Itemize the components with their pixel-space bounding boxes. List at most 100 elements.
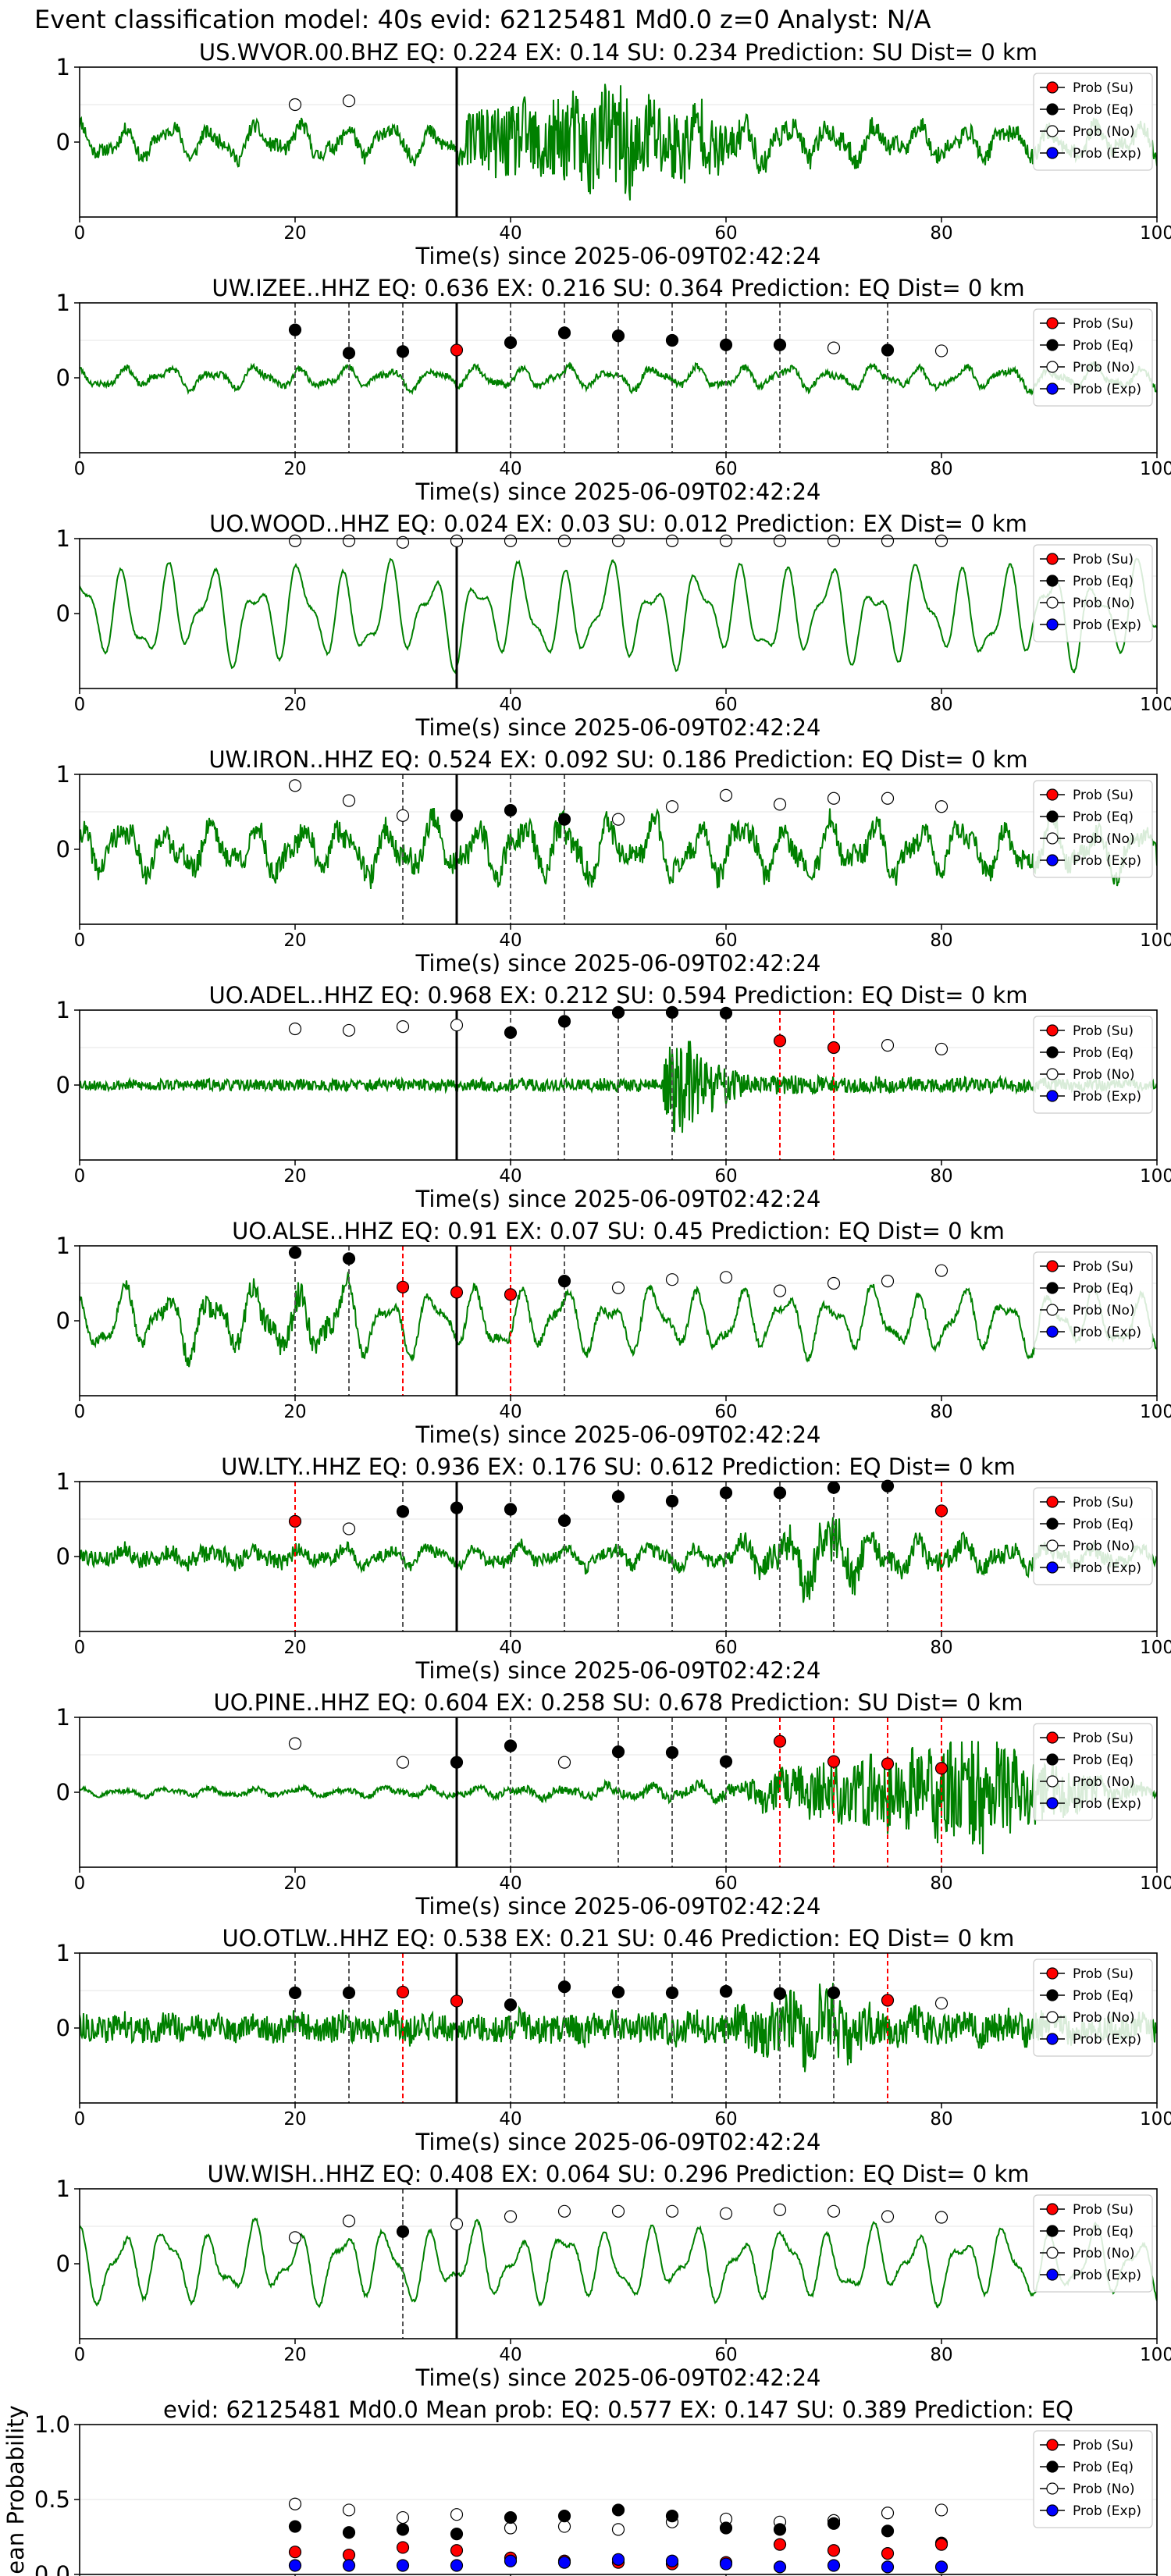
legend: Prob (Su) Prob (Eq) Prob (No) Prob (Exp) — [1033, 2430, 1153, 2528]
legend-marker-eq — [1046, 1517, 1059, 1530]
legend-label: Prob (No) — [1073, 1067, 1135, 1083]
plot-area — [80, 1953, 1157, 2103]
legend-label: Prob (Eq) — [1073, 2460, 1134, 2475]
data-point-exp — [665, 2554, 679, 2567]
legend-label: Prob (Su) — [1073, 1731, 1134, 1746]
axes-frame — [79, 66, 1158, 218]
legend-label: Prob (No) — [1073, 360, 1135, 375]
data-point-eq — [557, 326, 571, 340]
data-point-su — [504, 1288, 518, 1301]
data-point-eq — [557, 1514, 571, 1528]
data-point-eq — [557, 1015, 571, 1028]
x-axis-label: Time(s) since 2025-06-09T02:42:24 — [415, 479, 821, 505]
data-point-eq — [611, 1985, 625, 1999]
data-point-eq — [504, 803, 518, 817]
data-point-no — [719, 534, 733, 547]
legend-marker-exp — [1046, 618, 1059, 631]
legend-label: Prob (No) — [1073, 124, 1135, 140]
chart-panel: UW.WISH..HHZ EQ: 0.408 EX: 0.064 SU: 0.2… — [56, 2161, 1171, 2391]
x-tick-label: 60 — [714, 459, 737, 479]
legend-label: Prob (Exp) — [1073, 2268, 1141, 2283]
legend-marker-exp — [1046, 147, 1059, 159]
legend-label: Prob (No) — [1073, 1774, 1135, 1790]
data-point-no — [557, 2204, 571, 2218]
legend-label: Prob (Eq) — [1073, 2224, 1134, 2240]
data-point-eq — [719, 338, 733, 351]
x-tick-label: 0 — [74, 223, 86, 244]
waveform-trace — [80, 84, 1157, 201]
data-point-eq — [611, 1745, 625, 1759]
data-point-no — [881, 2210, 895, 2223]
data-point-su — [450, 2544, 464, 2557]
legend-label: Prob (Eq) — [1073, 1517, 1134, 1532]
data-point-no — [827, 2204, 841, 2218]
legend-box — [1033, 1959, 1153, 2057]
x-tick-label: 40 — [499, 930, 521, 951]
plot-area — [80, 303, 1157, 453]
data-point-no — [342, 794, 356, 807]
data-point-no — [504, 534, 518, 547]
data-point-eq — [288, 2520, 302, 2533]
y-axis-label: Mean Probability — [2, 2405, 29, 2576]
y-tick-label: 0 — [56, 1308, 70, 1334]
legend-label: Prob (Exp) — [1073, 2503, 1141, 2519]
legend-label: Prob (Su) — [1073, 1023, 1134, 1039]
data-point-exp — [450, 2559, 464, 2572]
y-tick-label: 1 — [56, 2176, 70, 2202]
panel-title: UW.LTY..HHZ EQ: 0.936 EX: 0.176 SU: 0.61… — [221, 1453, 1016, 1480]
data-point-no — [827, 1276, 841, 1290]
x-tick-label: 0 — [74, 459, 86, 479]
data-point-no — [934, 2503, 949, 2517]
x-tick-label: 80 — [930, 1873, 952, 1894]
x-tick-label: 40 — [499, 1638, 521, 1658]
chart-panel: UO.WOOD..HHZ EQ: 0.024 EX: 0.03 SU: 0.01… — [56, 511, 1171, 741]
y-tick-label: 0 — [56, 129, 70, 155]
data-point-exp — [611, 2553, 625, 2566]
data-point-no — [288, 1737, 302, 1750]
data-point-no — [557, 1756, 571, 1769]
data-point-eq — [827, 2517, 841, 2530]
panel-title: UO.ADEL..HHZ EQ: 0.968 EX: 0.212 SU: 0.5… — [208, 982, 1027, 1009]
chart-panel: UO.PINE..HHZ EQ: 0.604 EX: 0.258 SU: 0.6… — [56, 1689, 1171, 1920]
data-point-su — [342, 2548, 356, 2562]
data-point-su — [773, 1034, 787, 1048]
legend-marker-su — [1046, 81, 1059, 94]
data-point-su — [827, 1755, 841, 1768]
y-tick-label: 0.5 — [34, 2486, 70, 2513]
legend-marker-su — [1046, 1024, 1059, 1037]
data-point-no — [719, 1271, 733, 1284]
y-tick-label: 1 — [56, 1468, 70, 1495]
x-tick-label: 100 — [1140, 1873, 1171, 1894]
data-point-eq — [611, 329, 625, 343]
plot-area — [80, 1010, 1157, 1160]
data-point-eq — [504, 336, 518, 349]
data-point-eq — [288, 1246, 302, 1259]
legend-marker-eq — [1046, 1282, 1059, 1294]
x-tick-label: 100 — [1140, 930, 1171, 951]
x-tick-label: 40 — [499, 695, 521, 715]
legend-box — [1033, 1723, 1153, 1821]
data-point-eq — [450, 1756, 464, 1769]
data-point-no — [665, 2204, 679, 2218]
legend-label: Prob (Su) — [1073, 2202, 1134, 2218]
data-point-eq — [827, 1986, 841, 1999]
data-point-eq — [557, 813, 571, 826]
legend-label: Prob (Su) — [1073, 552, 1134, 568]
panel-title: UW.IZEE..HHZ EQ: 0.636 EX: 0.216 SU: 0.3… — [212, 275, 1024, 301]
panel-title: US.WVOR.00.BHZ EQ: 0.224 EX: 0.14 SU: 0.… — [199, 39, 1038, 66]
legend-label: Prob (Eq) — [1073, 1281, 1134, 1297]
data-point-eq — [396, 2523, 410, 2536]
legend-marker-su — [1046, 317, 1059, 329]
x-tick-label: 80 — [930, 1402, 952, 1422]
legend-label: Prob (Exp) — [1073, 617, 1141, 633]
legend-box — [1033, 2430, 1153, 2528]
data-point-exp — [719, 2557, 733, 2571]
x-tick-label: 0 — [74, 1166, 86, 1187]
x-tick-label: 20 — [283, 2109, 306, 2129]
legend-marker-no — [1046, 1068, 1059, 1080]
y-tick-label: 0 — [56, 1072, 70, 1098]
data-point-eq — [881, 343, 895, 357]
x-axis-label: Time(s) since 2025-06-09T02:42:24 — [415, 714, 821, 741]
data-point-eq — [342, 2526, 356, 2539]
